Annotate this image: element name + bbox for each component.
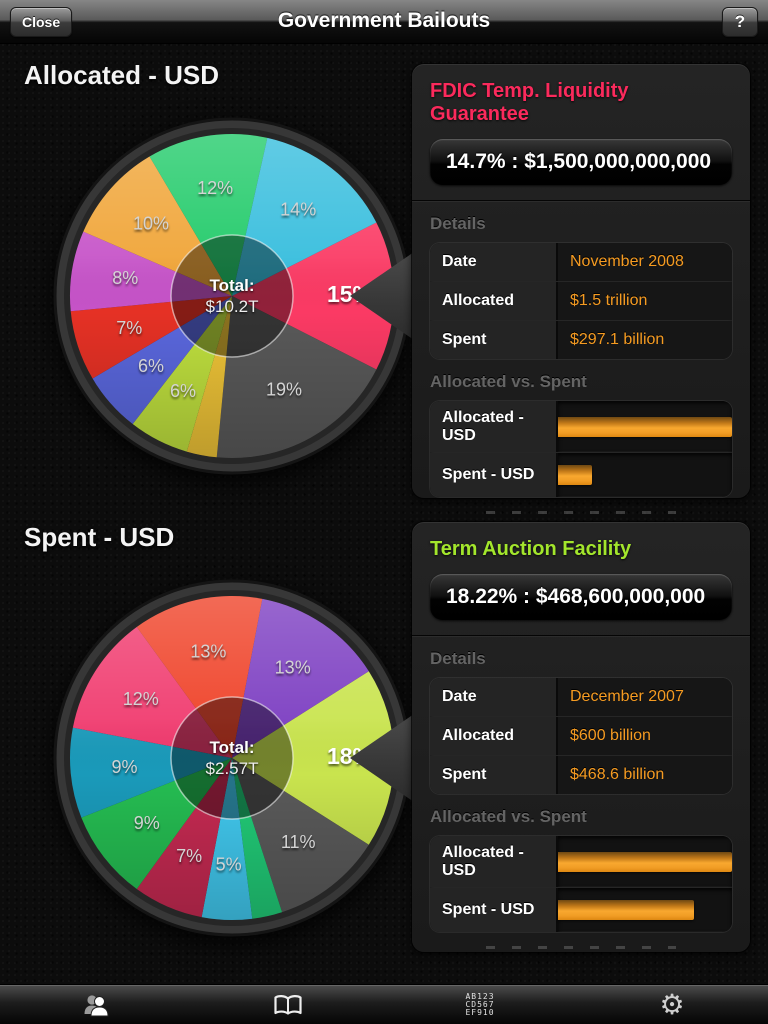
bars-header: Allocated vs. Spent [430,372,587,391]
bar-track [558,888,732,932]
bar-track [558,453,732,497]
table-row: Spent $468.6 billion [430,756,732,794]
data-codes-icon: AB123 CD567 EF910 [465,992,495,1017]
slice-percentage-label: 7% [116,318,142,338]
row-value: $600 billion [558,717,732,755]
slice-percentage-label: 12% [123,689,159,709]
slice-percentage-label: 10% [133,213,169,233]
detail-panel-allocated: FDIC Temp. Liquidity Guarantee 14.7% : $… [412,64,750,514]
details-header: Details [430,214,486,233]
pie-gloss-overlay [70,134,394,458]
table-row: Date November 2008 [430,243,732,282]
bar-track [558,836,732,887]
people-tab-button[interactable] [64,985,128,1024]
row-label: Spent - USD [430,453,558,497]
row-label: Date [430,243,558,281]
table-row: Spent $297.1 billion [430,321,732,359]
slice-percentage-label: 11% [281,832,316,852]
row-value: $297.1 billion [558,321,732,359]
table-row: Date December 2007 [430,678,732,717]
settings-tab-button[interactable]: ⚙ [640,985,704,1024]
page-title: Government Bailouts [277,9,491,32]
slice-percentage-label: 9% [134,813,160,833]
book-icon [274,995,302,1015]
table-row: Spent - USD [430,888,732,932]
panel-title: FDIC Temp. Liquidity Guarantee [430,80,629,125]
table-row: Allocated $600 billion [430,717,732,756]
slice-percentage-label: 14% [280,199,316,219]
section-heading-allocated: Allocated - USD [24,60,220,90]
slice-percentage-label: 6% [170,381,196,401]
spent-bar [558,900,694,920]
help-button[interactable]: ? [722,7,758,37]
pie-hub-circle [170,234,294,358]
people-icon [84,995,109,1017]
data-tab-button[interactable]: AB123 CD567 EF910 [448,985,512,1024]
headline-value: 14.7% : $1,500,000,000,000 [430,139,732,185]
details-table: Date December 2007 Allocated $600 billio… [430,678,732,794]
panel-title: Term Auction Facility [430,538,632,560]
slice-percentage-label: 13% [190,641,226,661]
section-heading-spent: Spent - USD [24,522,175,552]
row-value: December 2007 [558,678,732,716]
details-table: Date November 2008 Allocated $1.5 trilli… [430,243,732,359]
table-row: Spent - USD [430,453,732,497]
glossary-tab-button[interactable] [256,985,320,1024]
slice-percentage-label: 5% [216,855,242,875]
row-label: Date [430,678,558,716]
bars-table: Allocated - USD Spent - USD [430,836,732,932]
pie-chart-spent[interactable]: 18% 11% 5% 7% 9% 9% 12% 13% 13% Total: $2.57T [52,578,412,938]
pie-hub-circle [170,696,294,820]
close-button[interactable]: Close [10,7,73,37]
row-label: Allocated [430,282,558,320]
slice-percentage-label: 12% [197,178,233,198]
slice-percentage-label: 8% [112,268,138,288]
details-header: Details [430,649,486,668]
bar-track [558,401,732,452]
slice-percentage-label: 19% [266,379,302,399]
table-row: Allocated - USD [430,836,732,888]
pie-gloss-overlay [70,596,394,920]
slice-percentage-label: 9% [111,757,137,777]
headline-value: 18.22% : $468,600,000,000 [430,574,732,620]
row-label: Allocated - USD [430,836,558,887]
slice-percentage-label: 6% [138,356,164,376]
row-label: Spent [430,321,558,359]
clipped-text-fragments [486,946,676,949]
detail-panel-spent: Term Auction Facility 18.22% : $468,600,… [412,522,750,952]
pie-chart-allocated[interactable]: 15% 19% 6% 6% 7% 8% 10% 12% 14% Total: $10.2T [52,116,412,476]
spent-bar [558,465,593,485]
slice-percentage-label: 7% [176,846,202,866]
row-label: Spent [430,756,558,794]
row-value: $468.6 billion [558,756,732,794]
row-label: Allocated - USD [430,401,558,452]
allocated-bar [558,416,732,437]
row-value: $1.5 trillion [558,282,732,320]
row-label: Spent - USD [430,888,558,932]
gear-icon: ⚙ [659,988,685,1021]
divider [412,635,750,636]
clipped-text-fragments [486,511,676,514]
bars-header: Allocated vs. Spent [430,807,587,826]
divider [412,200,750,201]
row-value: November 2008 [558,243,732,281]
bottom-toolbar: AB123 CD567 EF910 ⚙ [0,984,768,1024]
allocated-bar [558,851,732,872]
table-row: Allocated - USD [430,401,732,453]
navigation-bar: Close Government Bailouts ? [0,0,768,44]
bars-table: Allocated - USD Spent - USD [430,401,732,497]
table-row: Allocated $1.5 trillion [430,282,732,321]
row-label: Allocated [430,717,558,755]
slice-percentage-label: 13% [275,657,311,677]
